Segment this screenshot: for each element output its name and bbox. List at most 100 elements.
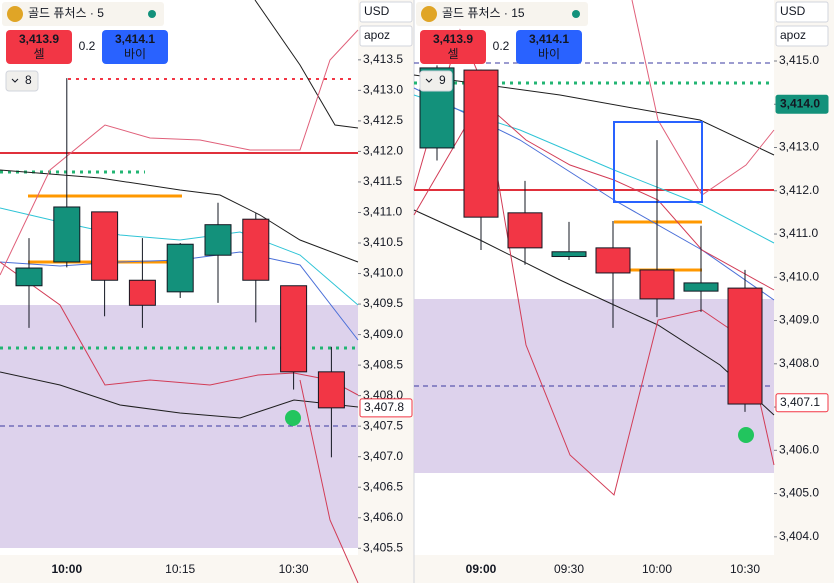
y-tick-label: 3,410.0 bbox=[779, 269, 819, 283]
candle-body bbox=[551, 251, 587, 258]
symbol-box bbox=[2, 2, 164, 26]
symbol-logo bbox=[421, 6, 437, 22]
ma-line bbox=[413, 209, 775, 416]
spread: 0.2 bbox=[79, 39, 96, 53]
x-tick-label: 10:30 bbox=[730, 562, 760, 576]
price-tag-label: 3,407.8 bbox=[364, 400, 404, 414]
y-tick-label: 3,408.5 bbox=[363, 357, 403, 371]
indicator-count: 9 bbox=[439, 73, 446, 87]
y-tick-label: 3,412.5 bbox=[363, 113, 403, 127]
account-box[interactable] bbox=[775, 25, 829, 47]
symbol-logo bbox=[7, 6, 23, 22]
symbol-box bbox=[416, 2, 588, 26]
y-tick-label: 3,404.0 bbox=[779, 529, 819, 543]
y-tick-label: 3,415.0 bbox=[779, 53, 819, 67]
price-tag-label: 3,414.0 bbox=[780, 96, 820, 110]
price-axis-bg bbox=[358, 0, 414, 555]
y-tick-label: 3,409.0 bbox=[363, 327, 403, 341]
sell-price: 3,413.9 bbox=[433, 32, 473, 46]
y-tick-label: 3,410.0 bbox=[363, 266, 403, 280]
price-axis-bg bbox=[774, 0, 834, 555]
buy-price: 3,414.1 bbox=[529, 32, 569, 46]
currency: USD bbox=[780, 4, 806, 18]
x-tick-label: 10:00 bbox=[51, 562, 82, 576]
candle-body bbox=[463, 69, 499, 218]
y-tick-label: 3,412.0 bbox=[363, 144, 403, 158]
candle-body bbox=[242, 218, 270, 281]
buy-label: 바이 bbox=[538, 47, 560, 61]
buy-button[interactable] bbox=[102, 30, 168, 64]
candle-body bbox=[15, 267, 43, 287]
price-tag-label: 3,407.1 bbox=[780, 395, 820, 409]
x-tick-label: 10:00 bbox=[642, 562, 672, 576]
chevron bbox=[425, 78, 433, 83]
candle-body bbox=[639, 269, 675, 300]
price-tag bbox=[775, 393, 829, 413]
candle-body bbox=[53, 206, 81, 263]
currency-box[interactable] bbox=[775, 1, 829, 23]
ma-line bbox=[0, 371, 359, 419]
y-tick-label: 3,409.5 bbox=[363, 296, 403, 310]
sell-button[interactable] bbox=[6, 30, 72, 64]
x-tick-label: 10:30 bbox=[279, 562, 309, 576]
selection-box bbox=[613, 121, 703, 203]
indicator-toggle[interactable] bbox=[419, 70, 453, 92]
time-axis-bg bbox=[0, 555, 834, 583]
account-box[interactable] bbox=[359, 25, 413, 47]
currency-box[interactable] bbox=[359, 1, 413, 23]
x-tick-label: 09:00 bbox=[466, 562, 497, 576]
spread: 0.2 bbox=[493, 39, 510, 53]
candle-body bbox=[683, 282, 719, 292]
y-tick-label: 3,411.0 bbox=[363, 205, 402, 219]
x-tick-label: 10:15 bbox=[165, 562, 195, 576]
status-dot bbox=[572, 10, 580, 18]
candle-body bbox=[166, 243, 194, 293]
sell-label: 셀 bbox=[447, 47, 458, 61]
ma-line bbox=[0, 169, 359, 263]
account: apoz bbox=[364, 28, 390, 42]
y-tick-label: 3,411.0 bbox=[779, 226, 818, 240]
candle-body bbox=[91, 211, 119, 281]
status-dot bbox=[148, 10, 156, 18]
y-tick-label: 3,413.0 bbox=[363, 83, 403, 97]
chevron bbox=[11, 78, 19, 83]
buy-label: 바이 bbox=[124, 47, 146, 61]
indicator-toggle[interactable] bbox=[5, 70, 39, 92]
y-tick-label: 3,411.5 bbox=[363, 174, 402, 188]
buy-button[interactable] bbox=[516, 30, 582, 64]
buy-price: 3,414.1 bbox=[115, 32, 155, 46]
y-tick-label: 3,408.0 bbox=[363, 388, 403, 402]
indicator-count: 8 bbox=[25, 73, 32, 87]
y-tick-label: 3,406.0 bbox=[779, 442, 819, 456]
y-tick-label: 3,409.0 bbox=[779, 313, 819, 327]
sell-button[interactable] bbox=[420, 30, 486, 64]
currency: USD bbox=[364, 4, 390, 18]
symbol-title: 골드 퓨처스 · 15 bbox=[442, 6, 525, 20]
symbol-title: 골드 퓨처스 · 5 bbox=[28, 6, 104, 20]
candle-body bbox=[317, 371, 345, 409]
y-tick-label: 3,406.0 bbox=[363, 510, 403, 524]
y-tick-label: 3,406.5 bbox=[363, 479, 403, 493]
y-tick-label: 3,413.5 bbox=[363, 52, 403, 66]
y-tick-label: 3,408.0 bbox=[779, 356, 819, 370]
candle-body bbox=[204, 224, 232, 256]
price-tag bbox=[775, 94, 829, 114]
y-tick-label: 3,405.0 bbox=[779, 486, 819, 500]
sell-price: 3,413.9 bbox=[19, 32, 59, 46]
candle-body bbox=[727, 287, 763, 405]
account: apoz bbox=[780, 28, 806, 42]
signal-dot bbox=[285, 410, 301, 426]
price-tag bbox=[359, 398, 413, 418]
y-tick-label: 3,407.5 bbox=[363, 418, 403, 432]
y-tick-label: 3,412.0 bbox=[779, 183, 819, 197]
candle-body bbox=[128, 279, 156, 306]
y-tick-label: 3,405.5 bbox=[363, 540, 403, 554]
ma-line bbox=[254, 0, 359, 129]
signal-dot bbox=[738, 427, 754, 443]
y-tick-label: 3,410.5 bbox=[363, 235, 403, 249]
sell-label: 셀 bbox=[33, 47, 44, 61]
candle-body bbox=[280, 285, 308, 373]
candle-body bbox=[507, 212, 543, 249]
